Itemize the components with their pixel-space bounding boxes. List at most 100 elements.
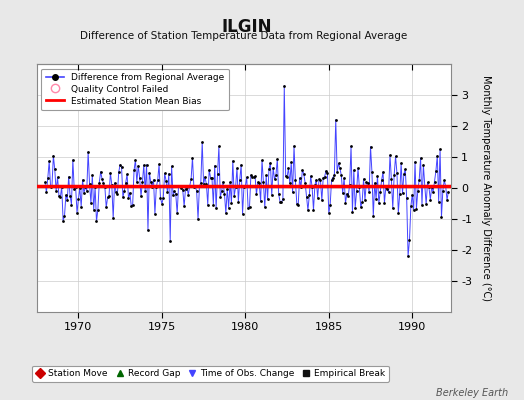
Point bbox=[56, 194, 64, 200]
Point bbox=[74, 196, 83, 202]
Point bbox=[328, 177, 336, 183]
Point bbox=[273, 156, 281, 162]
Point bbox=[347, 143, 355, 149]
Point bbox=[389, 205, 397, 212]
Text: Berkeley Earth: Berkeley Earth bbox=[436, 388, 508, 398]
Point bbox=[144, 227, 152, 234]
Point bbox=[423, 179, 432, 186]
Point bbox=[361, 197, 369, 203]
Point bbox=[90, 206, 98, 213]
Point bbox=[265, 166, 273, 172]
Point bbox=[232, 184, 240, 190]
Point bbox=[422, 201, 430, 207]
Point bbox=[159, 195, 168, 201]
Point bbox=[373, 173, 381, 179]
Point bbox=[206, 174, 215, 181]
Point bbox=[185, 183, 194, 189]
Point bbox=[330, 172, 339, 178]
Title: Difference of Station Temperature Data from Regional Average: Difference of Station Temperature Data f… bbox=[80, 31, 407, 41]
Point bbox=[385, 189, 393, 196]
Point bbox=[113, 191, 122, 198]
Point bbox=[413, 187, 422, 194]
Legend: Station Move, Record Gap, Time of Obs. Change, Empirical Break: Station Move, Record Gap, Time of Obs. C… bbox=[32, 366, 389, 382]
Point bbox=[154, 177, 162, 183]
Point bbox=[375, 200, 383, 206]
Point bbox=[198, 139, 206, 145]
Point bbox=[284, 165, 292, 172]
Point bbox=[286, 180, 294, 186]
Point bbox=[369, 213, 377, 219]
Point bbox=[365, 189, 373, 196]
Point bbox=[277, 199, 286, 206]
Point bbox=[272, 172, 280, 178]
Point bbox=[137, 193, 145, 200]
Point bbox=[370, 180, 379, 186]
Point bbox=[243, 174, 251, 180]
Point bbox=[333, 169, 341, 175]
Point bbox=[362, 179, 370, 186]
Point bbox=[45, 158, 53, 164]
Point bbox=[348, 209, 357, 215]
Point bbox=[337, 172, 345, 178]
Point bbox=[432, 168, 440, 174]
Point bbox=[133, 179, 141, 186]
Point bbox=[339, 190, 347, 196]
Point bbox=[332, 116, 340, 123]
Point bbox=[107, 182, 116, 188]
Point bbox=[201, 174, 209, 180]
Point bbox=[351, 204, 359, 211]
Point bbox=[287, 159, 296, 166]
Point bbox=[405, 237, 413, 244]
Point bbox=[220, 191, 228, 197]
Point bbox=[227, 200, 236, 206]
Point bbox=[383, 186, 391, 192]
Point bbox=[127, 203, 136, 209]
Point bbox=[336, 165, 344, 171]
Point bbox=[288, 189, 297, 196]
Point bbox=[237, 162, 245, 168]
Point bbox=[215, 143, 223, 150]
Point bbox=[135, 174, 144, 181]
Point bbox=[439, 188, 447, 194]
Point bbox=[433, 152, 442, 159]
Point bbox=[119, 194, 127, 200]
Point bbox=[366, 144, 375, 150]
Point bbox=[437, 214, 445, 220]
Point bbox=[241, 183, 249, 190]
Point bbox=[200, 181, 208, 188]
Point bbox=[313, 194, 322, 201]
Point bbox=[158, 200, 166, 207]
Point bbox=[122, 180, 130, 186]
Point bbox=[92, 218, 101, 225]
Point bbox=[88, 172, 96, 178]
Point bbox=[247, 172, 255, 178]
Point bbox=[230, 193, 238, 199]
Point bbox=[319, 174, 328, 181]
Point bbox=[151, 211, 159, 217]
Point bbox=[404, 253, 412, 259]
Point bbox=[407, 203, 415, 210]
Point bbox=[269, 165, 277, 171]
Point bbox=[130, 167, 138, 174]
Point bbox=[170, 188, 179, 194]
Point bbox=[302, 194, 311, 200]
Point bbox=[190, 184, 198, 190]
Point bbox=[411, 159, 419, 165]
Point bbox=[216, 194, 224, 200]
Point bbox=[47, 184, 55, 190]
Point bbox=[315, 176, 323, 182]
Point bbox=[202, 181, 211, 187]
Point bbox=[376, 188, 385, 195]
Point bbox=[324, 210, 333, 216]
Point bbox=[236, 177, 244, 183]
Point bbox=[430, 178, 439, 185]
Point bbox=[240, 184, 248, 190]
Point bbox=[194, 216, 202, 222]
Point bbox=[248, 174, 256, 180]
Point bbox=[167, 163, 176, 169]
Point bbox=[428, 184, 436, 190]
Point bbox=[205, 166, 213, 173]
Point bbox=[444, 188, 453, 195]
Point bbox=[99, 180, 107, 186]
Point bbox=[262, 172, 270, 178]
